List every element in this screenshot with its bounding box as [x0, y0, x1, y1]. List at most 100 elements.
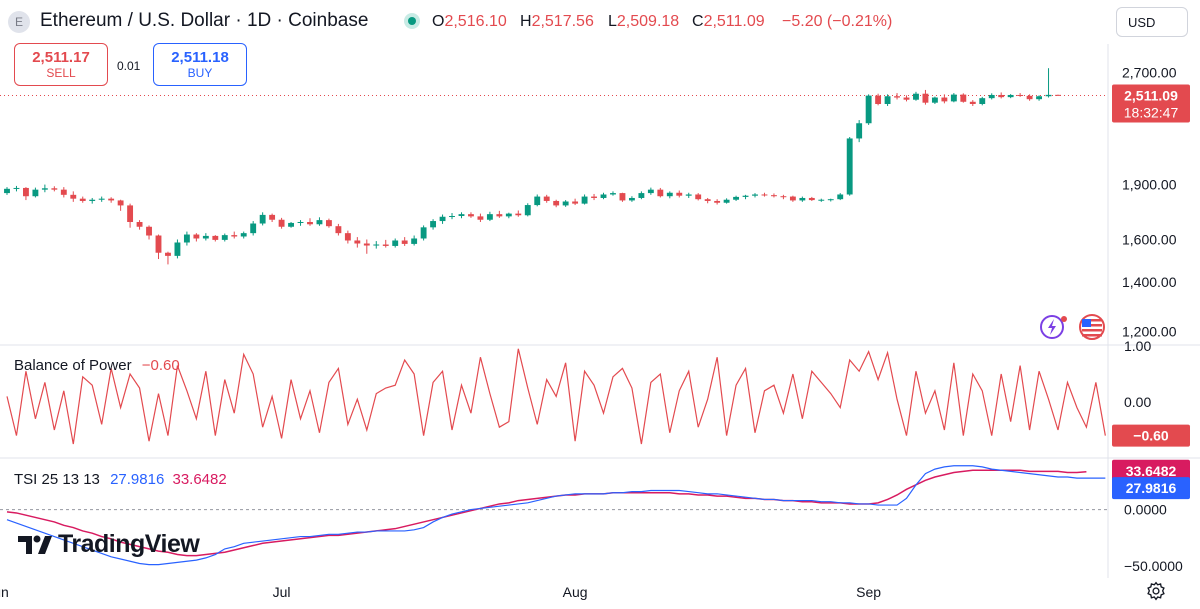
- candle: [250, 223, 257, 234]
- candle: [818, 199, 825, 201]
- chart-header: E Ethereum / U.S. Dollar · 1D · Coinbase…: [0, 0, 1200, 44]
- flag-icon-stripe: [1082, 329, 1102, 332]
- price-axis[interactable]: 2,700.00 1,900.00 1,600.00 1,400.00 1,200.00…: [1122, 64, 1183, 573]
- price-tick-label: 2,700.00: [1122, 64, 1177, 80]
- candle: [998, 94, 1005, 98]
- flag-icon-stripe: [1082, 334, 1102, 337]
- candle: [41, 188, 48, 190]
- candle: [335, 226, 342, 234]
- settings-icon[interactable]: [1146, 581, 1166, 601]
- candle: [89, 199, 96, 201]
- sell-price: 2,511.17: [32, 48, 90, 66]
- currency-select[interactable]: USD: [1116, 7, 1188, 37]
- candle: [875, 95, 882, 104]
- tsi-tick-label: 0.0000: [1124, 502, 1167, 518]
- ideas-icon-bolt: [1048, 319, 1056, 335]
- tsi-badge-text: 27.9816: [1126, 480, 1177, 496]
- candle: [231, 235, 238, 237]
- candle: [553, 200, 560, 206]
- candle: [534, 196, 541, 206]
- sell-button[interactable]: 2,511.17 SELL: [14, 43, 108, 86]
- ethereum-logo-icon: E: [8, 11, 30, 33]
- buy-price: 2,511.18: [171, 48, 229, 66]
- flag-icon-canton: [1082, 319, 1091, 327]
- candle: [108, 198, 115, 201]
- symbol-title[interactable]: Ethereum / U.S. Dollar · 1D · Coinbase: [40, 10, 369, 31]
- sell-label: SELL: [46, 65, 76, 80]
- candle: [458, 214, 465, 217]
- flag-icon-stripe: [1082, 324, 1102, 327]
- candle: [127, 205, 134, 222]
- tsi-signal-value: 33.6482: [172, 471, 227, 488]
- candle: [638, 193, 645, 198]
- price-tick-label: 1,600.00: [1122, 231, 1177, 247]
- candle: [32, 189, 39, 197]
- candle: [600, 194, 607, 198]
- candle: [657, 189, 664, 197]
- tsi-signal-badge: [1112, 459, 1190, 482]
- candle: [742, 195, 749, 197]
- candle: [913, 93, 919, 100]
- tsi-legend[interactable]: TSI 25 13 13 27.9816 33.6482: [14, 471, 227, 488]
- spread-value: 0.01: [117, 59, 141, 73]
- candle: [486, 214, 493, 220]
- candle: [524, 205, 531, 216]
- tsi-pane: [6, 465, 1106, 566]
- ohlc-open: O2,516.10: [432, 13, 507, 31]
- candle: [780, 196, 787, 198]
- candle: [297, 221, 304, 223]
- candle: [799, 197, 806, 201]
- candle: [4, 188, 10, 194]
- candle: [221, 235, 228, 240]
- bop-line: [6, 348, 1106, 445]
- ohlc-close-key: C: [692, 13, 704, 30]
- candle: [354, 240, 361, 244]
- candle: [23, 187, 29, 197]
- ohlc-close: C2,511.09: [692, 13, 765, 31]
- candle: [1045, 94, 1052, 97]
- time-tick-label: Aug: [563, 584, 588, 600]
- price-tick-label: 1,400.00: [1122, 274, 1177, 290]
- candle: [240, 233, 247, 237]
- candle: [193, 234, 200, 239]
- tsi-badge: [1112, 477, 1190, 500]
- candle: [628, 197, 635, 201]
- bop-pane: [6, 348, 1106, 445]
- ohlc-open-value: 2,516.10: [444, 13, 507, 30]
- candle: [704, 199, 711, 201]
- bop-tick-label: 1.00: [1124, 338, 1151, 354]
- ohlc-close-value: 2,511.09: [703, 13, 765, 30]
- candle: [165, 252, 171, 256]
- candle: [183, 234, 190, 243]
- price-tick-label: 1,900.00: [1122, 177, 1177, 193]
- candle: [562, 201, 569, 206]
- chart-icons[interactable]: [1040, 314, 1105, 340]
- candle: [827, 199, 834, 201]
- time-axis[interactable]: Jun Jul Aug Sep: [0, 584, 881, 600]
- bop-legend[interactable]: Balance of Power −0.60: [14, 357, 180, 374]
- tradingview-logo[interactable]: TradingView: [16, 530, 200, 559]
- buy-button[interactable]: 2,511.18 BUY: [153, 43, 247, 86]
- time-tick-label: Sep: [856, 584, 881, 600]
- candle: [136, 221, 143, 227]
- candle: [288, 222, 294, 227]
- candle: [174, 242, 181, 256]
- flag-icon: [1079, 314, 1105, 340]
- candle: [903, 97, 910, 100]
- last-price-badge-text: 2,511.09: [1124, 87, 1178, 103]
- candle: [1017, 94, 1024, 96]
- candle: [51, 188, 58, 190]
- candle: [325, 220, 332, 227]
- candle: [543, 196, 550, 201]
- candle: [647, 189, 654, 194]
- candle: [856, 123, 863, 139]
- candle: [723, 199, 730, 203]
- candle: [941, 97, 948, 102]
- candle: [931, 97, 938, 103]
- candle: [363, 243, 370, 246]
- candle: [477, 216, 484, 220]
- candle: [837, 194, 844, 200]
- tsi-value: 27.9816: [110, 471, 165, 488]
- candle: [212, 235, 219, 240]
